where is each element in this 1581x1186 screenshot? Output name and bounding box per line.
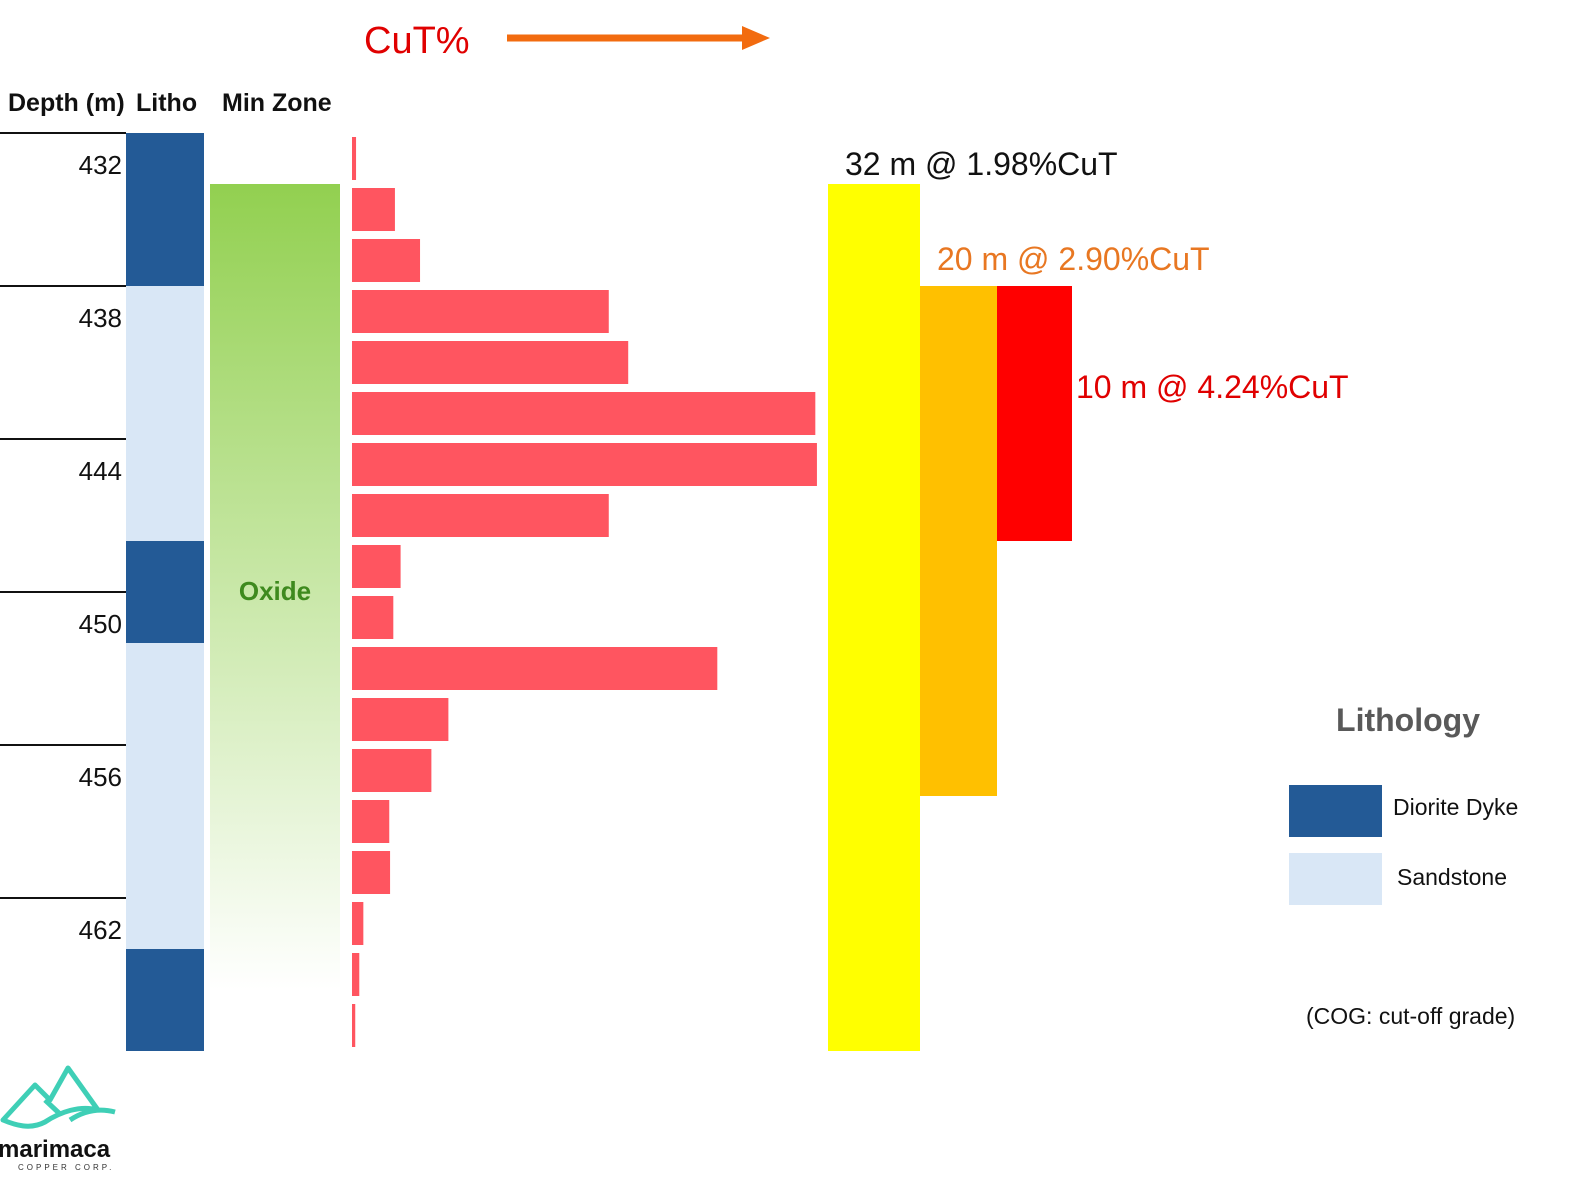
grade-bar bbox=[352, 800, 390, 843]
grade-bar bbox=[352, 902, 364, 945]
depth-tick-label: 438 bbox=[79, 303, 122, 333]
litho-interval bbox=[126, 541, 204, 643]
litho-interval bbox=[126, 286, 204, 541]
depth-tick-label: 456 bbox=[79, 762, 122, 792]
legend-title: Lithology bbox=[1336, 702, 1480, 738]
svg-text:COPPER CORP.: COPPER CORP. bbox=[18, 1163, 114, 1172]
legend-swatch-diorite bbox=[1289, 785, 1382, 837]
depth-tick-label: 450 bbox=[79, 609, 122, 639]
svg-text:marimaca: marimaca bbox=[0, 1136, 111, 1163]
min-zone-column: Oxide bbox=[210, 184, 340, 990]
grade-bar bbox=[352, 443, 817, 486]
grade-bar bbox=[352, 749, 432, 792]
min-zone-column-header: Min Zone bbox=[222, 89, 332, 117]
grade-bar bbox=[352, 188, 395, 231]
grade-bar bbox=[352, 1004, 356, 1047]
legend-swatch-sandstone bbox=[1289, 853, 1382, 905]
litho-column-header: Litho bbox=[136, 89, 197, 117]
intercept-label: 10 m @ 4.24%CuT bbox=[1076, 369, 1349, 405]
grade-bar bbox=[352, 239, 421, 282]
grade-bars bbox=[352, 137, 817, 1047]
intercept-bar bbox=[997, 286, 1072, 541]
intercept-label: 32 m @ 1.98%CuT bbox=[845, 146, 1118, 182]
depth-tick-label: 444 bbox=[79, 456, 122, 486]
intercept-label: 20 m @ 2.90%CuT bbox=[937, 241, 1210, 277]
grade-bar bbox=[352, 341, 629, 384]
marimaca-logo: marimaca COPPER CORP. bbox=[0, 1065, 116, 1172]
intercept-bar bbox=[828, 184, 920, 1051]
grade-bar bbox=[352, 545, 401, 588]
depth-column-header: Depth (m) bbox=[8, 89, 125, 117]
oxide-zone bbox=[210, 184, 340, 990]
intercepts: 32 m @ 1.98%CuT 20 m @ 2.90%CuT 10 m @ 4.2… bbox=[828, 146, 1349, 1051]
legend-label-sandstone: Sandstone bbox=[1397, 864, 1507, 890]
litho-interval bbox=[126, 643, 204, 949]
legend: Lithology Diorite Dyke Sandstone bbox=[1289, 702, 1518, 905]
cut-direction-arrow-icon bbox=[507, 26, 770, 50]
grade-bar bbox=[352, 953, 360, 996]
grade-bar bbox=[352, 392, 816, 435]
grade-bar bbox=[352, 851, 391, 894]
legend-label-diorite: Diorite Dyke bbox=[1393, 794, 1518, 820]
grade-bar bbox=[352, 494, 609, 537]
litho-interval bbox=[126, 949, 204, 1051]
litho-interval bbox=[126, 133, 204, 286]
depth-tick-label: 432 bbox=[79, 150, 122, 180]
oxide-label: Oxide bbox=[239, 576, 311, 606]
lithology-column bbox=[126, 133, 204, 1051]
chart-title: CuT% bbox=[364, 20, 470, 62]
depth-axis: 432 438 444 450 456 462 bbox=[0, 132, 126, 945]
intercept-bar bbox=[920, 286, 997, 796]
grade-bar bbox=[352, 596, 394, 639]
grade-bar bbox=[352, 290, 609, 333]
cog-note: (COG: cut-off grade) bbox=[1306, 1003, 1515, 1029]
grade-bar bbox=[352, 137, 357, 180]
grade-bar bbox=[352, 647, 718, 690]
depth-tick-label: 462 bbox=[79, 915, 122, 945]
grade-bar bbox=[352, 698, 449, 741]
